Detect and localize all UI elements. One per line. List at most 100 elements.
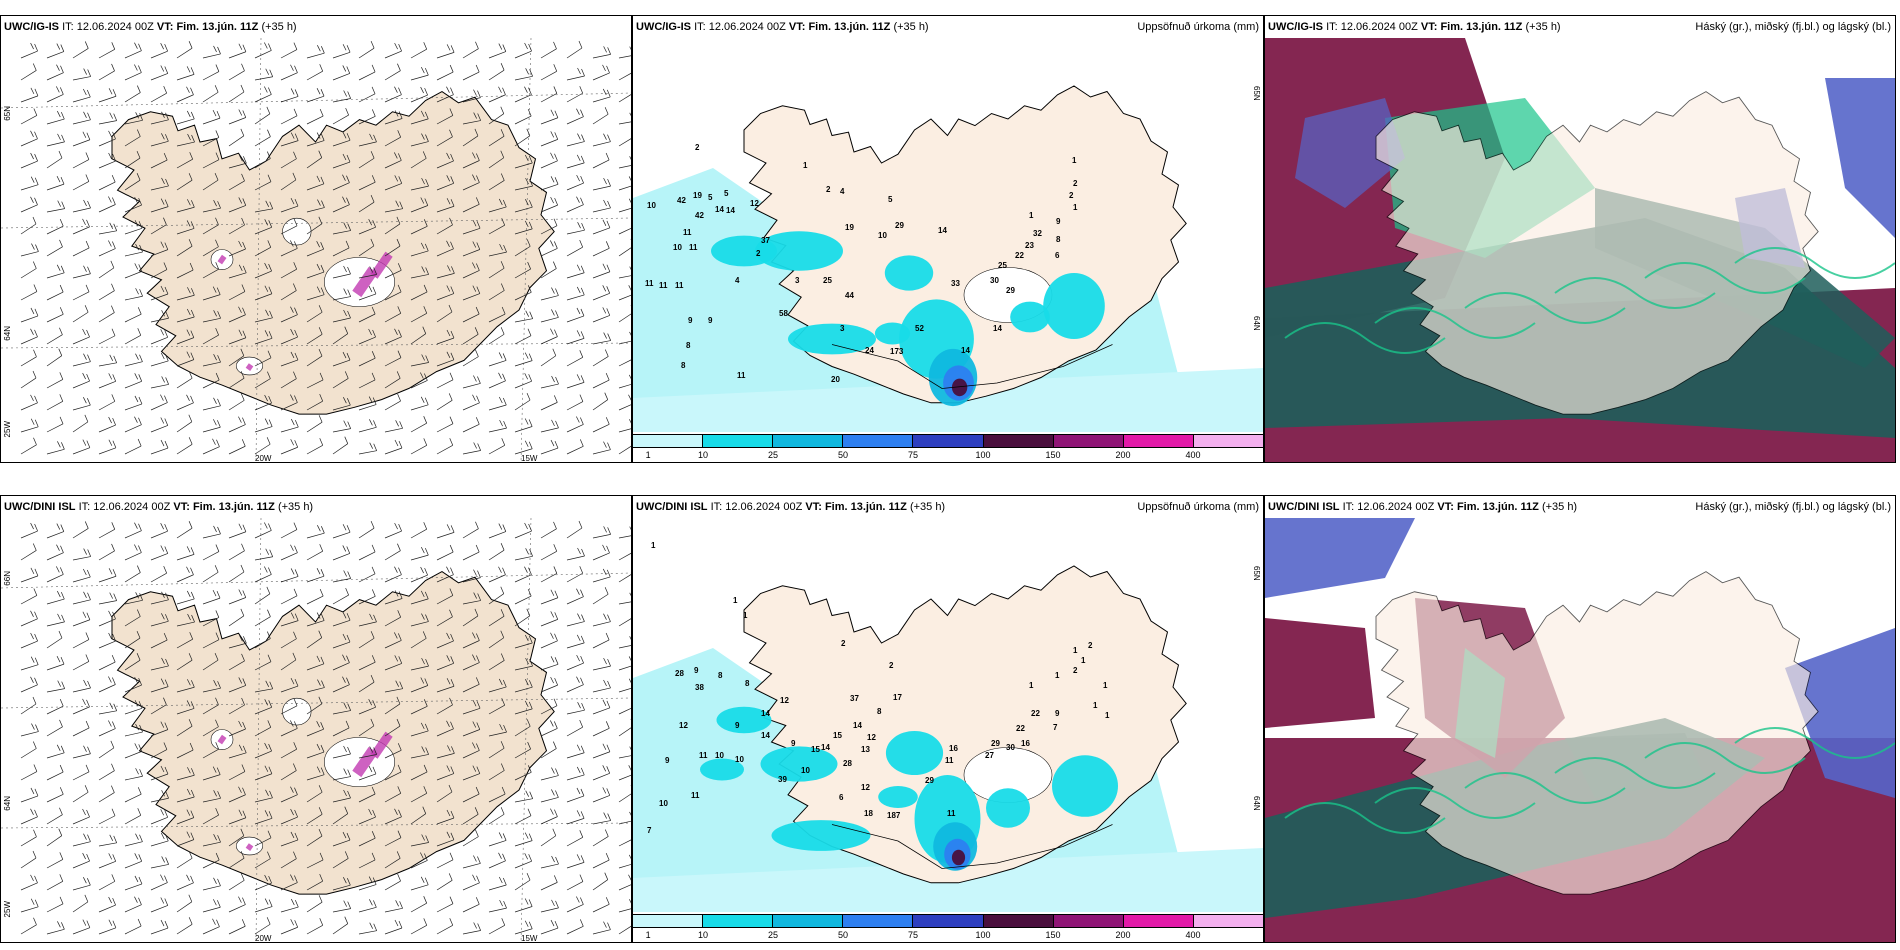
model-name: UWC/IG-IS	[4, 21, 59, 33]
precip-value-label: 8	[686, 341, 691, 350]
panel-header: UWC/DINI ISL IT: 12.06.2024 00Z VT: Fim.…	[1, 496, 631, 518]
precip-value-label: 16	[1021, 739, 1030, 748]
precip-value-label: 8	[681, 361, 686, 370]
precip-value-label: 9	[694, 666, 699, 675]
precip-value-label: 14	[993, 324, 1002, 333]
wind-map[interactable]	[1, 518, 631, 942]
valid-time: Fim. 13.jún. 11Z	[192, 501, 275, 513]
precip-value-label: 15	[833, 731, 842, 740]
precip-value-label: 7	[1053, 723, 1058, 732]
precip-map[interactable]: 1 1 1 2 2 28 9 8 8 38 12 37 17 8 1 1 2 1 2 1 1 1 1 9 7 22 22 16 29 30…	[633, 518, 1263, 912]
wind-barbs	[20, 40, 631, 455]
lat-label-b: 64N	[1252, 796, 1261, 811]
legend-swatch	[773, 915, 844, 927]
precip-value-label: 1	[1103, 681, 1108, 690]
precip-value-label: 2	[1073, 179, 1078, 188]
precip-value-label: 11	[689, 243, 698, 252]
panel-header: UWC/DINI ISL IT: 12.06.2024 00Z VT: Fim.…	[633, 496, 1263, 518]
valid-time: Fim. 13.jún. 11Z	[808, 21, 891, 33]
precip-value-label: 38	[695, 683, 704, 692]
precip-value-label: 2	[695, 143, 700, 152]
precip-map[interactable]: 2 1 10 42 19 5 5 42 14 14 12 2 4 5 11 37 2 10 11 19 29 10 14 1 1…	[633, 38, 1263, 432]
precip-value-label: 39	[778, 775, 787, 784]
cloud-panel-top: UWC/IG-IS IT: 12.06.2024 00Z VT: Fim. 13…	[1264, 15, 1896, 463]
init-time: 12.06.2024 00Z	[1357, 501, 1435, 513]
legend-swatch	[1053, 915, 1124, 927]
precip-value-label: 9	[791, 739, 796, 748]
cloud-map[interactable]	[1265, 518, 1895, 942]
precip-value-label: 2	[1073, 666, 1078, 675]
legend-swatch	[843, 435, 914, 447]
precip-value-label: 17	[893, 693, 902, 702]
cloud-map[interactable]	[1265, 38, 1895, 462]
valid-time: Fim. 13.jún. 11Z	[176, 21, 259, 33]
precip-value-label: 5	[724, 189, 729, 198]
precip-value-label: 1	[1093, 701, 1098, 710]
field-title: Háský (gr.), miðský (fj.bl.) og lágský (…	[1695, 21, 1891, 33]
precip-value-label: 28	[843, 759, 852, 768]
precip-value-label: 10	[735, 755, 744, 764]
precip-value-label: 4	[735, 276, 740, 285]
iceland-land	[1375, 571, 1819, 895]
precip-value-label: 14	[761, 731, 770, 740]
precip-value-label: 10	[673, 243, 682, 252]
precip-panel-top: UWC/IG-IS IT: 12.06.2024 00Z VT: Fim. 13…	[632, 15, 1264, 463]
model-name: UWC/DINI ISL	[636, 501, 708, 513]
precip-value-label: 4	[840, 187, 845, 196]
valid-time: Fim. 13.jún. 11Z	[1440, 21, 1523, 33]
wind-map[interactable]	[1, 38, 631, 462]
precip-value-label: 1	[803, 161, 808, 170]
precip-value-label: 5	[888, 195, 893, 204]
precip-value-label: 11	[947, 809, 956, 818]
precip-value-label: 52	[915, 324, 924, 333]
legend-tick-label: 400	[1185, 450, 1201, 460]
precip-value-label: 1	[1073, 203, 1078, 212]
precip-value-label: 22	[1031, 709, 1040, 718]
precip-value-label: 8	[877, 707, 882, 716]
precip-value-label: 33	[951, 279, 960, 288]
valid-time: Fim. 13.jún. 11Z	[824, 501, 907, 513]
precip-value-label: 2	[889, 661, 894, 670]
model-name: UWC/DINI ISL	[1268, 501, 1340, 513]
precip-value-label: 28	[675, 669, 684, 678]
legend-swatch	[983, 915, 1054, 927]
lat-label-a: 65N	[1252, 86, 1261, 101]
wind-barbs	[20, 520, 631, 935]
precip-value-label: 24	[865, 346, 874, 355]
precip-value-label: 14	[761, 709, 770, 718]
precip-value-label: 18	[864, 809, 873, 818]
precip-value-label: 14	[853, 721, 862, 730]
precip-value-label: 1	[651, 541, 656, 550]
precip-value-label: 11	[945, 756, 954, 765]
lead-time: (+35 h)	[909, 501, 946, 513]
precip-value-label: 1	[1029, 211, 1034, 220]
legend-tick-label: 400	[1185, 930, 1201, 940]
panel-header: UWC/IG-IS IT: 12.06.2024 00Z VT: Fim. 13…	[1265, 16, 1895, 38]
precip-value-label: 5	[708, 193, 713, 202]
legend-tick-label: 150	[1045, 930, 1061, 940]
lead-time: (+35 h)	[1541, 501, 1578, 513]
precip-value-label: 14	[938, 226, 947, 235]
precip-value-label: 9	[688, 316, 693, 325]
field-title: Uppsöfnuð úrkoma (mm)	[1137, 501, 1259, 513]
precip-value-label: 1	[1072, 156, 1077, 165]
init-time: 12.06.2024 00Z	[708, 21, 786, 33]
precip-value-label: 25	[823, 276, 832, 285]
precip-value-label: 2	[841, 639, 846, 648]
precip-value-label: 42	[677, 196, 686, 205]
lat-label-c: 25W	[3, 421, 12, 438]
precip-value-label: 11	[691, 791, 700, 800]
field-title: Háský (gr.), miðský (fj.bl.) og lágský (…	[1695, 501, 1891, 513]
cloud-map-svg	[1265, 518, 1895, 942]
model-name: UWC/IG-IS	[636, 21, 691, 33]
precip-value-label: 3	[840, 324, 845, 333]
precip-value-label: 29	[991, 739, 1000, 748]
field-title: Uppsöfnuð úrkoma (mm)	[1137, 21, 1259, 33]
lon-label-20w: 20W	[255, 934, 272, 943]
it-label: IT:	[1326, 21, 1338, 33]
precip-value-label: 29	[1006, 286, 1015, 295]
precip-value-label: 9	[665, 756, 670, 765]
legend-swatch	[913, 435, 984, 447]
